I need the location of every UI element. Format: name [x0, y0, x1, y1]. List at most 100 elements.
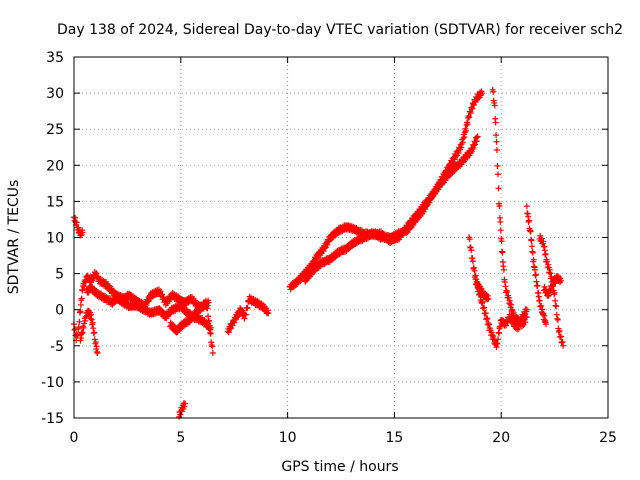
series-track-k — [489, 86, 530, 330]
data-point-marker — [73, 219, 80, 226]
data-point-marker — [493, 138, 500, 145]
data-point-marker — [92, 339, 99, 346]
series-track-e — [167, 297, 216, 357]
data-point-marker — [203, 300, 210, 307]
y-tick-label: 30 — [46, 86, 64, 102]
series-track-n — [540, 273, 565, 300]
data-point-marker — [496, 330, 503, 337]
data-point-marker — [541, 312, 548, 319]
data-point-marker — [534, 282, 541, 289]
data-point-marker — [482, 310, 489, 317]
x-tick-label: 5 — [176, 430, 185, 446]
data-point-marker — [492, 119, 499, 126]
series-track-o — [472, 275, 492, 303]
data-point-marker — [531, 266, 538, 273]
data-point-marker — [209, 343, 216, 350]
data-point-marker — [78, 335, 85, 342]
data-point-marker — [536, 297, 543, 304]
data-point-marker — [494, 336, 501, 343]
series-track-j — [466, 234, 530, 351]
y-tick-label: 15 — [46, 194, 64, 210]
data-point-marker — [538, 302, 545, 309]
data-point-marker — [544, 258, 551, 265]
data-point-marker — [499, 249, 506, 256]
x-axis-ticks: 0 5 10 15 20 25 — [70, 57, 617, 446]
series-track-g — [224, 293, 272, 336]
series-track-b — [71, 269, 212, 344]
data-point-marker — [523, 313, 530, 320]
data-point-marker — [464, 121, 471, 128]
data-point-marker — [542, 251, 549, 258]
data-point-marker — [497, 218, 504, 225]
data-point-marker — [244, 304, 251, 311]
data-point-marker — [523, 203, 530, 210]
data-point-marker — [451, 156, 458, 163]
data-point-marker — [479, 298, 486, 305]
data-point-marker — [496, 203, 503, 210]
data-point-marker — [558, 333, 565, 340]
data-point-marker — [529, 249, 536, 256]
data-point-marker — [242, 311, 249, 318]
y-axis-ticks: -15 -10 -5 0 5 10 15 20 25 30 35 — [41, 50, 608, 427]
data-point-marker — [540, 238, 547, 245]
data-point-marker — [207, 330, 214, 337]
data-point-marker — [532, 271, 539, 278]
data-point-marker — [225, 329, 232, 336]
data-point-marker — [527, 228, 534, 235]
data-point-marker — [467, 110, 474, 117]
series-track-f — [176, 400, 189, 420]
data-point-marker — [472, 275, 479, 282]
data-point-marker — [235, 313, 242, 320]
data-point-marker — [495, 185, 502, 192]
data-point-marker — [81, 283, 88, 290]
series-track-c — [83, 282, 214, 333]
data-point-marker — [504, 289, 511, 296]
data-point-marker — [77, 308, 84, 315]
data-point-marker — [500, 266, 507, 273]
data-point-marker — [522, 319, 529, 326]
data-point-marker — [491, 102, 498, 109]
grid-layer — [74, 57, 608, 418]
chart-title: Day 138 of 2024, Sidereal Day-to-day VTE… — [57, 22, 623, 38]
series-track-a — [71, 214, 86, 239]
data-point-marker — [466, 236, 473, 243]
data-point-marker — [206, 318, 213, 325]
y-tick-label: 5 — [55, 267, 64, 283]
data-point-marker — [204, 305, 211, 312]
data-point-marker — [265, 310, 272, 317]
data-point-marker — [469, 105, 476, 112]
data-point-marker — [478, 90, 485, 97]
x-tick-label: 15 — [385, 430, 403, 446]
data-point-marker — [93, 343, 100, 350]
x-tick-label: 20 — [492, 430, 510, 446]
data-point-marker — [528, 237, 535, 244]
data-point-marker — [498, 238, 505, 245]
data-point-marker — [494, 171, 501, 178]
data-point-marker — [556, 327, 563, 334]
data-point-marker — [455, 149, 462, 156]
data-point-marker — [497, 227, 504, 234]
data-point-marker — [78, 295, 85, 302]
y-tick-label: 0 — [55, 303, 64, 319]
data-point-marker — [466, 114, 473, 121]
data-point-marker — [515, 325, 522, 332]
x-tick-label: 10 — [279, 430, 297, 446]
data-point-marker — [547, 270, 554, 277]
data-point-marker — [528, 243, 535, 250]
data-point-marker — [469, 258, 476, 265]
data-point-marker — [471, 267, 478, 274]
data-point-marker — [91, 329, 98, 336]
data-point-marker — [554, 316, 561, 323]
data-point-marker — [553, 303, 560, 310]
data-point-marker — [79, 329, 86, 336]
data-point-marker — [545, 292, 552, 299]
y-tick-label: 20 — [46, 158, 64, 174]
x-axis-label: GPS time / hours — [281, 459, 398, 475]
y-tick-label: -15 — [41, 411, 64, 427]
data-point-marker — [209, 350, 216, 357]
data-point-marker — [76, 318, 83, 325]
data-point-marker — [530, 256, 537, 263]
data-point-marker — [90, 325, 97, 332]
data-point-marker — [502, 283, 509, 290]
